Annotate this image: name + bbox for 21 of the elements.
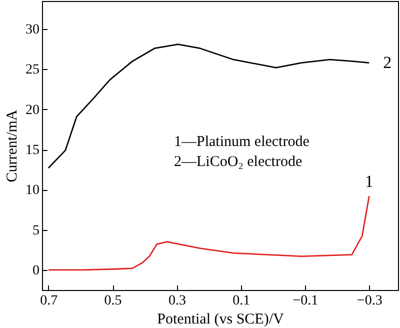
x-tick-label: −0.3 bbox=[356, 294, 382, 308]
y-tick-label: 30 bbox=[26, 22, 40, 38]
x-axis-title: Potential (vs SCE)/V bbox=[157, 312, 284, 328]
y-axis-title: Current/mA bbox=[4, 110, 20, 182]
series-label: 2 bbox=[383, 52, 392, 72]
x-tick-label: −0.1 bbox=[292, 294, 318, 308]
line-series bbox=[48, 44, 370, 169]
y-tick-label: 10 bbox=[26, 183, 40, 198]
line-series bbox=[48, 195, 370, 271]
x-tick-label: 0.3 bbox=[168, 294, 186, 308]
y-tick-label: 25 bbox=[26, 62, 40, 78]
y-tick-label: 15 bbox=[26, 143, 40, 158]
series-label: 1 bbox=[364, 172, 374, 192]
y-tick-label: 0 bbox=[32, 263, 40, 278]
x-tick-label: 0.5 bbox=[104, 294, 122, 308]
annotation: 1—Platinum electrode bbox=[174, 134, 310, 150]
x-tick-label: 0.1 bbox=[232, 294, 250, 308]
annotation: 2—LiCoO₂ electrode bbox=[174, 154, 302, 170]
y-tick-label: 5 bbox=[32, 223, 40, 238]
y-tick-label: 20 bbox=[26, 102, 40, 118]
x-tick-label: 0.7 bbox=[40, 294, 58, 308]
